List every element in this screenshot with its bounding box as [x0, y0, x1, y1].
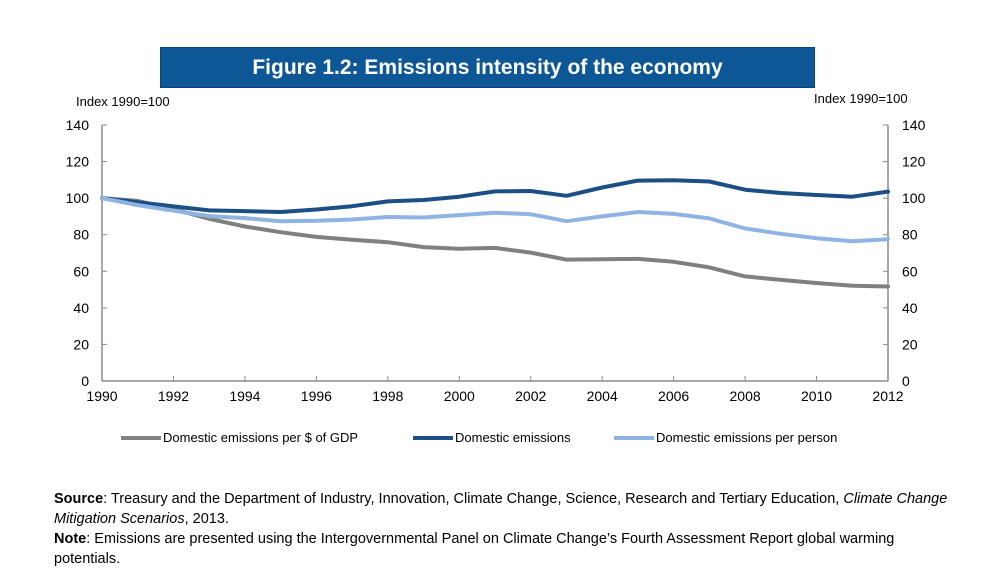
legend-label-per-person: Domestic emissions per person: [656, 430, 838, 445]
y-tick-label-right: 80: [902, 227, 918, 243]
x-tick-label: 2006: [658, 388, 689, 404]
y-tick-label-right: 140: [902, 117, 926, 133]
legend-swatch-emissions: [413, 435, 453, 440]
series-line-emissions: [100, 178, 890, 214]
y-tick-label-left: 60: [73, 263, 89, 279]
source-label: Source: [54, 491, 104, 507]
note-text: : Emissions are presented using the Inte…: [54, 531, 895, 567]
source-note: Source: Treasury and the Department of I…: [54, 489, 954, 529]
x-tick-label: 2004: [587, 388, 618, 404]
y-tick-label-right: 20: [902, 336, 918, 352]
y-tick-label-right: 60: [902, 263, 918, 279]
chart-title: Figure 1.2: Emissions intensity of the e…: [252, 55, 723, 79]
x-tick-label: 2008: [730, 388, 761, 404]
chart-title-banner: Figure 1.2: Emissions intensity of the e…: [160, 47, 815, 88]
note-label: Note: [54, 531, 87, 547]
y-tick-label-left: 20: [73, 336, 89, 352]
y-tick-label-left: 140: [66, 117, 90, 133]
chart-notes: Source: Treasury and the Department of I…: [54, 489, 954, 569]
y-tick-label-left: 40: [73, 300, 89, 316]
legend-item-gdp: Domestic emissions per $ of GDP: [121, 430, 358, 445]
y-tick-label-right: 120: [902, 154, 926, 170]
left-axis-title: Index 1990=100: [76, 94, 170, 109]
y-tick-label-right: 100: [902, 190, 926, 206]
legend-label-gdp: Domestic emissions per $ of GDP: [163, 430, 359, 445]
note: Note: Emissions are presented using the …: [54, 529, 954, 569]
x-tick-label: 2010: [801, 388, 832, 404]
x-tick-label: 2012: [872, 388, 903, 404]
x-tick-label: 1990: [86, 388, 117, 404]
x-tick-label: 1994: [229, 388, 260, 404]
x-tick-label: 2000: [444, 388, 475, 404]
source-text-2: , 2013.: [184, 511, 229, 527]
legend-label-emissions: Domestic emissions: [455, 430, 571, 445]
series-lines: [100, 178, 890, 289]
legend-item-per-person: Domestic emissions per person: [614, 430, 837, 445]
legend-swatch-per-person: [614, 435, 654, 440]
chart-plot: 0 0 20 20 40 40 60 60 80 80 100 100 120 120 140 140 1990…: [66, 117, 926, 404]
y-tick-label-right: 0: [902, 373, 910, 389]
y-tick-label-left: 80: [73, 227, 89, 243]
series-line-gdp: [100, 196, 890, 289]
source-text-1: : Treasury and the Department of Industr…: [103, 491, 844, 507]
legend-swatch-gdp: [121, 435, 161, 440]
series-line-per-person: [100, 196, 890, 244]
y-tick-label-left: 120: [66, 154, 90, 170]
x-tick-label: 1998: [372, 388, 403, 404]
x-tick-label: 1996: [301, 388, 332, 404]
axes: 0 0 20 20 40 40 60 60 80 80 100 100 120 120 140 140 1990…: [66, 117, 926, 404]
y-tick-label-left: 0: [81, 373, 89, 389]
x-tick-label: 2002: [515, 388, 546, 404]
x-tick-label: 1992: [158, 388, 189, 404]
y-tick-label-left: 100: [66, 190, 90, 206]
y-tick-label-right: 40: [902, 300, 918, 316]
source-title: Climate Change Mitigation Scenarios: [54, 491, 948, 527]
right-axis-title: Index 1990=100: [814, 91, 908, 106]
legend-item-emissions: Domestic emissions: [413, 430, 571, 445]
